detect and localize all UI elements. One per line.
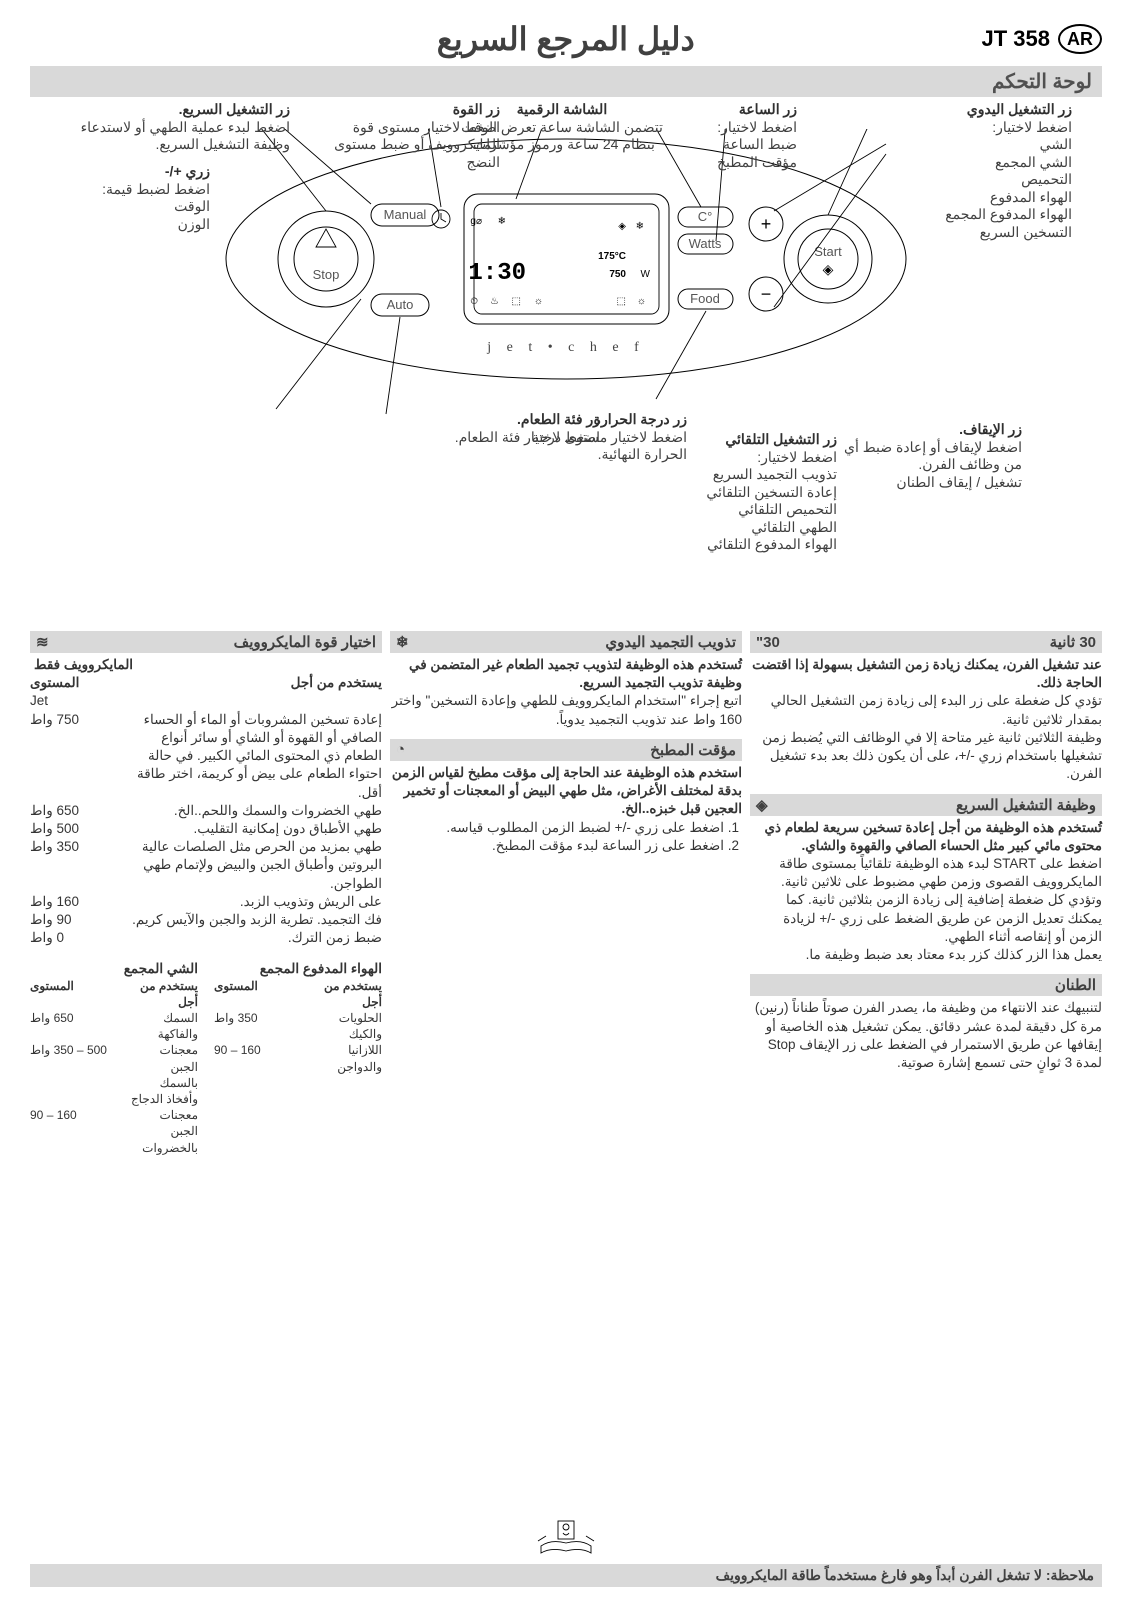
- sec-buzzer: الطنان: [750, 974, 1102, 996]
- power-row: ضبط زمن الترك.0 واط: [30, 929, 382, 947]
- svg-text:☼: ☼: [637, 296, 646, 307]
- callout-jet: زر التشغيل السريع. اضغط لبدء عملية الطهي…: [70, 101, 290, 154]
- callout-clock: زر الساعة اضغط لاختيار: ضبط الساعة مؤقت …: [677, 101, 797, 171]
- callout-auto: زر التشغيل التلقائي اضغط لاختيار: تذويب …: [677, 431, 837, 554]
- model-badge: AR JT 358: [982, 24, 1103, 54]
- svg-text:❄: ❄: [498, 216, 506, 227]
- defrost-p1: تُستخدم هذه الوظيفة لتذويب تجميد الطعام …: [390, 656, 742, 692]
- combi-gr-row: معجنات الجبن بالسمك وأفخاذ الدجاج500 – 3…: [30, 1042, 198, 1107]
- combi-fa-row: الحلويات والكيك350 واط: [214, 1010, 382, 1042]
- footer-note: ملاحظة: لا تشغل الفرن أبداً وهو فارغ مست…: [30, 1564, 1102, 1587]
- lower-grid: 30 ثانية30" عند تشغيل الفرن، يمكنك زيادة…: [30, 631, 1102, 1166]
- power-row: طهي الخضروات والسمك واللحم..الخ.650 واط: [30, 802, 382, 820]
- sec-30s: 30 ثانية30": [750, 631, 1102, 653]
- sec-timer: مؤقت المطبخ◔: [390, 739, 742, 761]
- svg-text:1:30: 1:30: [468, 260, 526, 287]
- svg-text:⬚: ⬚: [512, 296, 521, 307]
- timer-lead: استخدم هذه الوظيفة عند الحاجة إلى مؤقت م…: [392, 765, 742, 816]
- svg-text:❄: ❄: [636, 221, 644, 232]
- combi-gr-row: معجنات الجبن بالخضروات160 – 90: [30, 1107, 198, 1156]
- callout-power: زر القوة اضغط لاختيار مستوى قوة المايكرو…: [330, 101, 500, 171]
- mw-only: المايكروويف فقط: [30, 656, 382, 674]
- sec-jetstart: وظيفة التشغيل السريع◈: [750, 794, 1102, 816]
- power-row: فك التجميد. تطرية الزبد والجبن والآيس كر…: [30, 911, 382, 929]
- svg-text:☼: ☼: [534, 296, 543, 307]
- panel-section-title: لوحة التحكم: [30, 66, 1102, 97]
- svg-text:−: −: [761, 284, 772, 304]
- svg-text:j e t • c h e f: j e t • c h e f: [486, 340, 644, 355]
- callout-food: زر فئة الطعام. اضغط لاختيار فئة الطعام.: [380, 411, 600, 446]
- combi-fa-h: الهواء المدفوع المجمع: [214, 960, 382, 978]
- svg-text:175°C: 175°C: [598, 251, 626, 262]
- page-title: دليل المرجع السريع: [150, 20, 982, 58]
- sec-defrost: تذويب التجميد اليدوي❄: [390, 631, 742, 653]
- jet-p2: اضغط على START لبدء هذه الوظيفة تلقائياً…: [750, 855, 1102, 946]
- svg-text:Manual: Manual: [384, 207, 427, 222]
- svg-text:◈: ◈: [823, 261, 834, 277]
- model-number: JT 358: [982, 26, 1051, 52]
- callout-stop: زر الإيقاف. اضغط لإيقاف أو إعادة ضبط أي …: [832, 421, 1022, 491]
- book-icon: [536, 1511, 596, 1561]
- svg-text:750: 750: [609, 269, 626, 280]
- callout-plusminus: زري +/- اضغط لضبط قيمة: الوقت الوزن: [60, 163, 210, 233]
- svg-text:Watts: Watts: [689, 236, 722, 251]
- power-row: Jet: [30, 692, 382, 710]
- combi-gr-row: السمك والفاكهة650 واط: [30, 1010, 198, 1042]
- svg-text:⏲: ⏲: [470, 296, 478, 307]
- lang-badge: AR: [1058, 24, 1102, 54]
- buzzer-text: لتنبيهك عند الانتهاء من وظيفة ما، يصدر ا…: [750, 999, 1102, 1072]
- jet-p3: يعمل هذا الزر كذلك كزر بدء معتاد بعد ضبط…: [750, 946, 1102, 964]
- combi-fa-row: اللازانيا والدواجن160 – 90: [214, 1042, 382, 1074]
- jet-p1: تُستخدم هذه الوظيفة من أجل إعادة تسخين س…: [764, 820, 1102, 853]
- svg-text:⬚: ⬚: [617, 296, 626, 307]
- svg-text:Auto: Auto: [387, 297, 414, 312]
- stop-label: Stop: [313, 267, 340, 282]
- svg-text:⌀g: ⌀g: [470, 216, 482, 227]
- power-row: طهي بمزيد من الحرص مثل الصلصات عالية الب…: [30, 838, 382, 893]
- timer-step2: اضغط على زر الساعة لبدء مؤقت المطبخ.: [390, 837, 724, 855]
- callout-manual: زر التشغيل اليدوي اضغط لاختيار: الشي الش…: [912, 101, 1072, 241]
- svg-text:°C: °C: [698, 209, 713, 224]
- svg-text:♨: ♨: [490, 296, 499, 307]
- power-row: على الريش وتذويب الزبد.160 واط: [30, 893, 382, 911]
- combi-gr-h: الشي المجمع: [30, 960, 198, 978]
- svg-text:+: +: [761, 214, 772, 234]
- panel-svg: Stop Manual Auto 1:30 175°C 750W ⌀g ❄ ◈ …: [216, 129, 916, 419]
- s30-p1: عند تشغيل الفرن، يمكنك زيادة زمن التشغيل…: [750, 656, 1102, 692]
- svg-text:W: W: [641, 269, 651, 280]
- svg-text:Food: Food: [690, 291, 720, 306]
- s30-p2: تؤدي كل ضغطة على زر البدء إلى زيادة زمن …: [750, 692, 1102, 728]
- sec-mwpower: اختيار قوة المايكروويف≋: [30, 631, 382, 653]
- s30-p3: وظيفة الثلاثين ثانية غير متاحة إلا في ال…: [750, 729, 1102, 784]
- svg-text:◈: ◈: [618, 221, 626, 232]
- power-table: Jetإعادة تسخين المشروبات أو الماء أو الح…: [30, 692, 382, 947]
- timer-step1: اضغط على زري -/+ لضبط الزمن المطلوب قياس…: [390, 819, 724, 837]
- power-row: إعادة تسخين المشروبات أو الماء أو الحساء…: [30, 711, 382, 802]
- defrost-p2: اتبع إجراء "استخدام المايكروويف للطهي وإ…: [390, 692, 742, 728]
- power-row: طهي الأطباق دون إمكانية التقليب.500 واط: [30, 820, 382, 838]
- header: AR JT 358 دليل المرجع السريع: [30, 20, 1102, 58]
- control-panel-diagram: Stop Manual Auto 1:30 175°C 750W ⌀g ❄ ◈ …: [30, 101, 1102, 631]
